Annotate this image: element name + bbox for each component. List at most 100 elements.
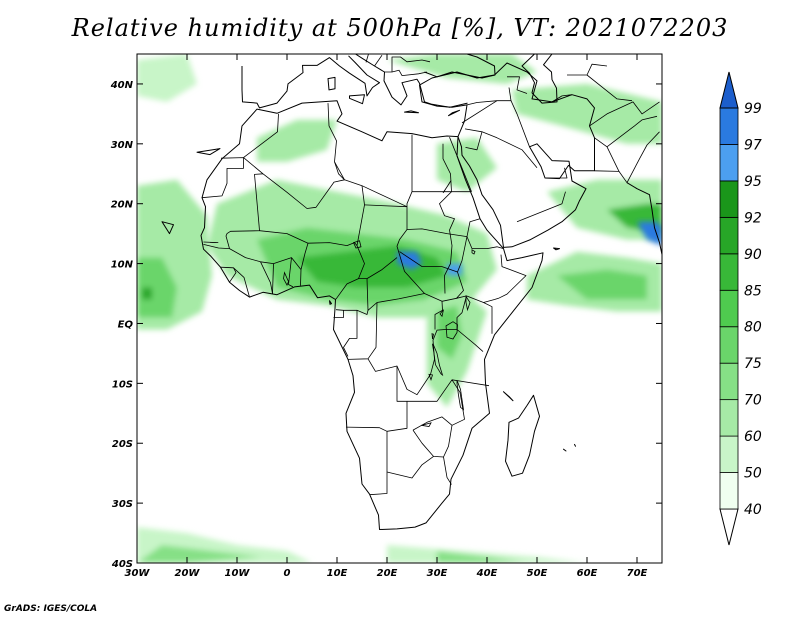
lake-malawi — [456, 380, 465, 411]
country-border-34 — [300, 269, 302, 286]
southern-ocean-band-contour-3 — [437, 551, 527, 563]
country-border-17 — [333, 310, 344, 318]
map-frame — [136, 53, 663, 564]
country-border-53 — [551, 94, 573, 103]
country-border-13 — [356, 245, 398, 279]
country-border-19 — [347, 302, 378, 360]
europe-coast — [241, 55, 380, 109]
colorbar-label: 95 — [744, 174, 762, 190]
colorbar-label: 92 — [744, 210, 762, 226]
lake-kariba — [421, 422, 432, 427]
lat-tick-label: 30N — [111, 140, 134, 151]
colorbar-extend-low — [719, 508, 739, 546]
country-border-25 — [451, 379, 490, 387]
colorbar-swatch — [719, 472, 739, 510]
colorbar-swatch — [719, 180, 739, 218]
east-africa-humid — [427, 293, 487, 408]
black-sea-south — [424, 54, 496, 79]
lat-tick-label: 40S — [111, 559, 133, 570]
lake-kivu — [431, 333, 434, 340]
colorbar-label: 75 — [744, 356, 762, 372]
arabia-coast — [419, 62, 595, 248]
cyprus — [448, 109, 460, 117]
country-border-24 — [407, 379, 465, 431]
country-border-10 — [399, 251, 458, 273]
lat-tick-label: 30S — [112, 499, 133, 510]
country-border-45 — [466, 100, 498, 106]
africa-coast — [200, 100, 544, 530]
country-border-18 — [343, 310, 358, 357]
country-border-52 — [618, 131, 660, 184]
lon-tick-label: 0 — [284, 568, 291, 579]
country-border-28 — [386, 456, 434, 479]
country-border-30 — [229, 248, 302, 270]
country-border-48 — [545, 167, 568, 179]
colorbar-swatch — [719, 399, 739, 437]
country-border-58 — [391, 56, 431, 72]
country-border-9 — [483, 302, 493, 334]
country-border-40 — [203, 241, 219, 243]
sudan-core-contour-1 — [447, 263, 462, 276]
country-border-54 — [567, 63, 608, 76]
country-border-44 — [464, 128, 483, 151]
lat-tick-label: 10N — [111, 260, 134, 271]
coastlines — [161, 54, 696, 530]
north-patches-contour-3 — [437, 137, 497, 192]
colorbar-label: 70 — [744, 393, 762, 409]
longitude-axis: 30W 20W 10W 0 10E 20E 30E 40E 50E 60E 70E — [125, 54, 648, 579]
lake-tanganyika — [432, 343, 444, 377]
country-border-38 — [233, 267, 250, 298]
colorbar-label: 50 — [744, 466, 762, 482]
lon-tick-label: 30E — [427, 568, 448, 579]
crete — [404, 110, 419, 114]
lat-tick-label: 20N — [111, 200, 134, 211]
country-border-56 — [507, 76, 528, 94]
country-border-46 — [508, 87, 512, 101]
lon-tick-label: 10E — [327, 568, 348, 579]
socotra — [553, 247, 560, 251]
lake-mweru — [428, 373, 434, 382]
colorbar-swatch — [719, 435, 739, 473]
sri-lanka — [686, 265, 696, 288]
country-border-7 — [466, 236, 504, 249]
lon-tick-label: 10W — [225, 568, 251, 579]
comoros — [503, 391, 514, 402]
lon-tick-label: 20E — [377, 568, 398, 579]
north-patches-contour-1 — [512, 83, 662, 144]
country-border-6 — [406, 218, 481, 237]
country-border-26 — [412, 425, 453, 458]
west-atlantic-humid-contour-2 — [142, 287, 152, 300]
lon-tick-label: 30W — [125, 568, 151, 579]
humidity-field — [137, 54, 662, 563]
india-coast — [626, 182, 662, 255]
country-border-35 — [225, 173, 264, 249]
colorbar-label: 85 — [744, 283, 762, 299]
cape-verde — [161, 221, 174, 235]
colorbar-label: 90 — [744, 247, 762, 263]
north-patches-contour-2 — [257, 119, 337, 162]
lon-tick-label: 40E — [476, 568, 498, 579]
colorbar-swatch — [719, 362, 739, 401]
lat-tick-label: 40N — [110, 80, 134, 91]
arabian-sea-humid — [527, 179, 662, 312]
chart-title: Relative humidity at 500hPa [%], VT: 202… — [71, 14, 729, 42]
country-border-31 — [260, 261, 273, 294]
colorbar-label: 40 — [744, 502, 762, 518]
country-border-12 — [364, 204, 408, 208]
mauritius — [574, 443, 576, 447]
lake-victoria — [445, 321, 458, 340]
latitude-axis: 40N 30N 20N 10N EQ 10S 20S 30S 40S — [110, 80, 662, 570]
east-africa-humid-contour-1 — [437, 305, 462, 360]
north-patches-contour-4 — [137, 54, 197, 102]
arabian-sea-humid-contour-1 — [557, 269, 647, 300]
west-atlantic-humid-contour-1 — [137, 257, 177, 318]
madagascar — [505, 394, 540, 477]
bioko — [329, 300, 332, 305]
lat-tick-label: 10S — [112, 379, 133, 390]
country-border-27 — [369, 431, 388, 496]
country-border-15 — [335, 278, 359, 300]
lat-tick-label: 20S — [112, 439, 133, 450]
country-border-60 — [365, 54, 369, 63]
canaries — [196, 148, 221, 156]
